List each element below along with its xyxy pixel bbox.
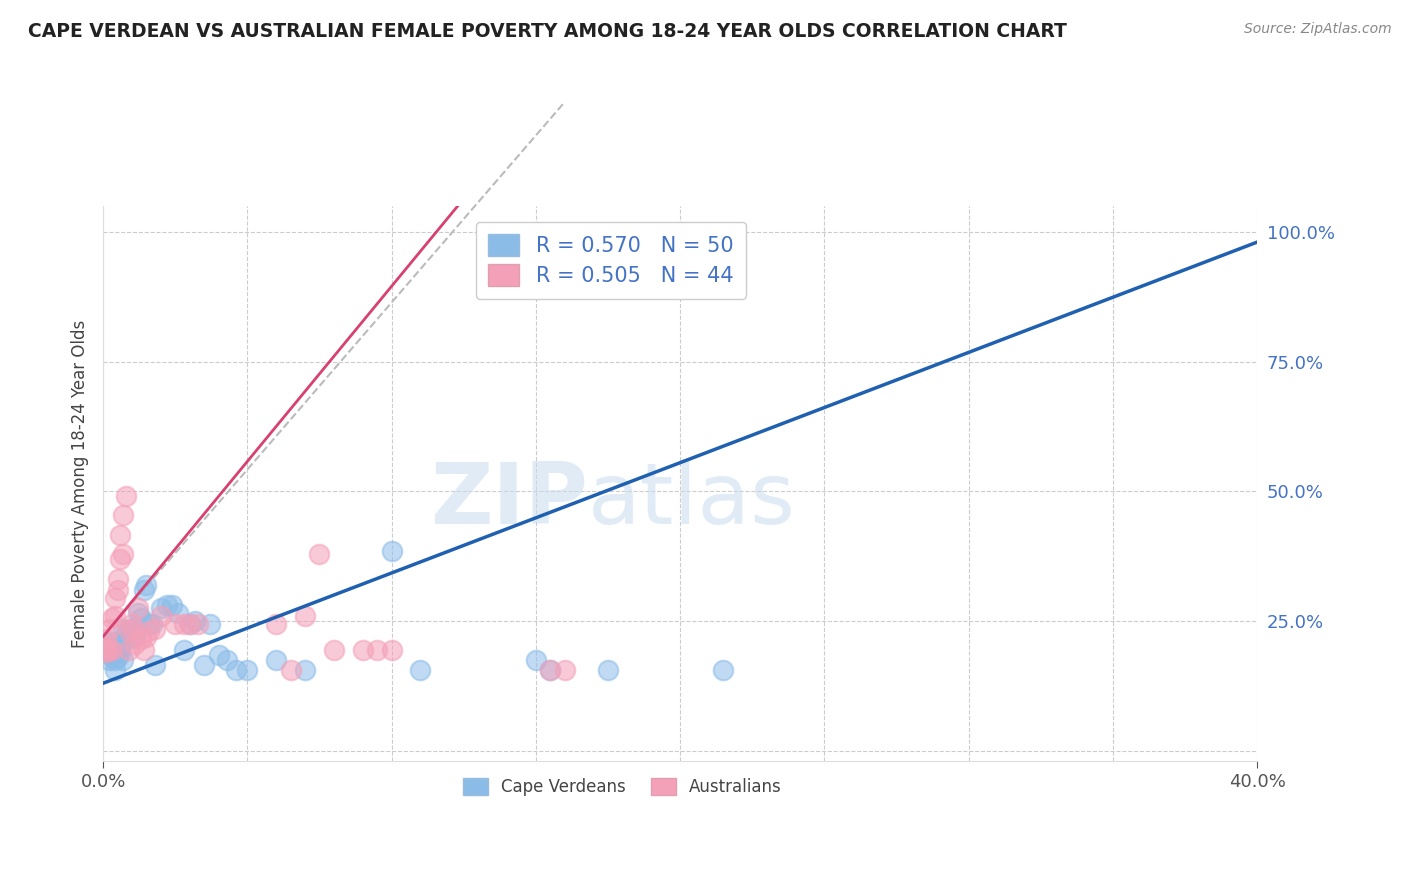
Point bbox=[115, 627, 138, 641]
Point bbox=[179, 616, 201, 631]
Point bbox=[294, 663, 316, 677]
Point bbox=[112, 622, 135, 636]
Point bbox=[110, 645, 132, 659]
Y-axis label: Female Poverty Among 18-24 Year Olds: Female Poverty Among 18-24 Year Olds bbox=[72, 319, 89, 648]
Point bbox=[149, 608, 172, 623]
Point bbox=[104, 663, 127, 677]
Point bbox=[155, 599, 177, 613]
Point bbox=[97, 642, 120, 657]
Point bbox=[101, 642, 124, 657]
Point bbox=[132, 582, 155, 597]
Point bbox=[94, 634, 117, 648]
Point bbox=[381, 642, 404, 657]
Point bbox=[179, 616, 201, 631]
Point bbox=[94, 640, 117, 654]
Point bbox=[110, 551, 132, 566]
Point bbox=[101, 634, 124, 648]
Point bbox=[187, 616, 209, 631]
Point bbox=[107, 582, 129, 597]
Point bbox=[207, 648, 229, 662]
Point bbox=[97, 653, 120, 667]
Point bbox=[554, 663, 576, 677]
Point bbox=[538, 663, 561, 677]
Point bbox=[104, 591, 127, 605]
Point bbox=[124, 630, 146, 644]
Point bbox=[129, 611, 152, 625]
Point bbox=[118, 624, 141, 639]
Text: atlas: atlas bbox=[588, 458, 796, 541]
Text: CAPE VERDEAN VS AUSTRALIAN FEMALE POVERTY AMONG 18-24 YEAR OLDS CORRELATION CHAR: CAPE VERDEAN VS AUSTRALIAN FEMALE POVERT… bbox=[28, 22, 1067, 41]
Point bbox=[94, 645, 117, 659]
Point bbox=[107, 650, 129, 665]
Point bbox=[149, 601, 172, 615]
Point bbox=[129, 632, 152, 647]
Point bbox=[107, 573, 129, 587]
Point bbox=[167, 606, 190, 620]
Point bbox=[173, 642, 195, 657]
Text: ZIP: ZIP bbox=[430, 458, 588, 541]
Point bbox=[294, 608, 316, 623]
Point bbox=[264, 616, 287, 631]
Point bbox=[138, 616, 160, 631]
Point bbox=[94, 632, 117, 647]
Point bbox=[141, 616, 163, 631]
Point bbox=[97, 622, 120, 636]
Point bbox=[352, 642, 374, 657]
Point bbox=[107, 642, 129, 657]
Point bbox=[366, 642, 388, 657]
Point bbox=[110, 528, 132, 542]
Point bbox=[112, 508, 135, 522]
Point bbox=[225, 663, 247, 677]
Point bbox=[121, 622, 143, 636]
Point bbox=[322, 642, 344, 657]
Point bbox=[127, 601, 149, 615]
Point bbox=[173, 616, 195, 631]
Point bbox=[135, 630, 157, 644]
Point bbox=[135, 577, 157, 591]
Point bbox=[101, 611, 124, 625]
Point bbox=[97, 640, 120, 654]
Point bbox=[121, 630, 143, 644]
Point bbox=[264, 653, 287, 667]
Point bbox=[127, 606, 149, 620]
Point bbox=[596, 663, 619, 677]
Point bbox=[217, 653, 239, 667]
Point bbox=[118, 624, 141, 639]
Point bbox=[118, 642, 141, 657]
Text: Source: ZipAtlas.com: Source: ZipAtlas.com bbox=[1244, 22, 1392, 37]
Point bbox=[101, 650, 124, 665]
Point bbox=[110, 640, 132, 654]
Point bbox=[121, 622, 143, 636]
Point bbox=[101, 642, 124, 657]
Point bbox=[112, 547, 135, 561]
Point bbox=[538, 663, 561, 677]
Point bbox=[184, 614, 207, 628]
Point bbox=[280, 663, 302, 677]
Point bbox=[118, 632, 141, 647]
Point bbox=[711, 663, 734, 677]
Point bbox=[165, 616, 187, 631]
Point bbox=[104, 653, 127, 667]
Point bbox=[162, 599, 184, 613]
Point bbox=[94, 642, 117, 657]
Point bbox=[132, 642, 155, 657]
Legend: Cape Verdeans, Australians: Cape Verdeans, Australians bbox=[456, 772, 789, 803]
Point bbox=[112, 653, 135, 667]
Point bbox=[104, 608, 127, 623]
Point bbox=[381, 544, 404, 558]
Point bbox=[143, 622, 166, 636]
Point bbox=[143, 658, 166, 673]
Point bbox=[193, 658, 215, 673]
Point bbox=[409, 663, 432, 677]
Point bbox=[138, 624, 160, 639]
Point bbox=[308, 547, 330, 561]
Point bbox=[198, 616, 221, 631]
Point bbox=[524, 653, 547, 667]
Point bbox=[121, 616, 143, 631]
Point bbox=[124, 637, 146, 651]
Point bbox=[236, 663, 259, 677]
Point bbox=[94, 645, 117, 659]
Point bbox=[115, 490, 138, 504]
